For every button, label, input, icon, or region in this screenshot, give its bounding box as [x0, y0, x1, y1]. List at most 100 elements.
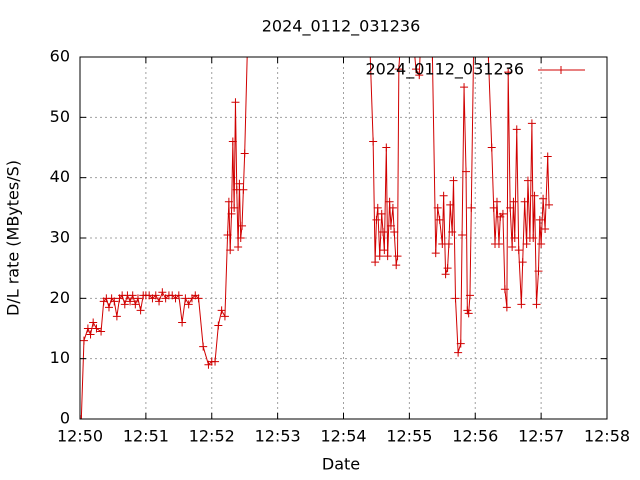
data-point	[494, 240, 503, 249]
data-point	[467, 203, 476, 212]
data-point	[439, 191, 448, 200]
data-point	[441, 270, 450, 279]
data-point	[489, 203, 498, 212]
data-point	[393, 252, 402, 261]
data-point	[97, 327, 106, 336]
data-point	[534, 267, 543, 276]
data-point	[240, 149, 249, 158]
data-point	[136, 306, 145, 315]
x-tick-label: 12:58	[584, 427, 630, 446]
data-point	[236, 234, 245, 242]
data-point	[435, 215, 444, 224]
data-point	[214, 321, 223, 330]
data-point	[458, 230, 467, 239]
data-point	[504, 68, 513, 77]
data-point	[104, 303, 113, 312]
data-point	[133, 294, 142, 303]
x-tick-label: 12:54	[320, 427, 366, 446]
data-point	[86, 330, 95, 339]
data-point	[184, 300, 193, 309]
data-point	[235, 179, 244, 188]
data-point	[506, 203, 515, 212]
x-tick-label: 12:52	[189, 427, 235, 446]
y-tick-label: 0	[60, 409, 70, 428]
data-point	[194, 294, 203, 303]
data-point	[492, 197, 501, 206]
data-point	[369, 137, 378, 146]
data-point	[529, 234, 538, 242]
y-tick-label: 60	[50, 47, 70, 66]
data-point	[217, 306, 226, 315]
data-point	[433, 203, 442, 212]
data-point	[377, 209, 386, 218]
data-point	[366, 41, 374, 49]
data-point	[380, 246, 389, 255]
data-point	[220, 312, 229, 321]
data-point	[383, 252, 392, 261]
x-tick-label: 12:53	[255, 427, 301, 446]
data-point	[478, 0, 486, 1]
data-point	[446, 200, 455, 209]
data-point	[390, 227, 399, 236]
x-axis-label: Date	[322, 455, 360, 474]
data-point	[131, 300, 140, 309]
data-point	[443, 264, 452, 273]
data-point	[230, 203, 239, 212]
data-point	[83, 324, 92, 333]
data-point	[375, 252, 384, 261]
data-point	[228, 137, 237, 146]
data-point	[530, 191, 539, 200]
data-point	[382, 143, 391, 152]
data-point	[520, 197, 529, 206]
data-point	[512, 125, 521, 134]
data-point	[498, 209, 507, 218]
data-point	[392, 261, 401, 270]
data-point	[415, 71, 424, 80]
data-point	[510, 234, 519, 242]
y-tick-label: 40	[50, 167, 70, 186]
data-point	[539, 194, 548, 203]
chart-title: 2024_0112_031236	[262, 17, 421, 37]
data-point	[448, 227, 457, 236]
x-tick-label: 12:51	[123, 427, 169, 446]
data-point	[484, 57, 493, 61]
data-point	[238, 221, 247, 230]
y-tick-label: 50	[50, 107, 70, 126]
data-point	[386, 221, 395, 230]
x-tick-label: 12:55	[386, 427, 432, 446]
data-point	[522, 240, 531, 249]
data-point	[444, 240, 453, 249]
data-point	[385, 197, 394, 206]
data-point	[243, 47, 251, 55]
data-point	[518, 258, 527, 267]
data-point	[508, 243, 517, 252]
data-point	[234, 243, 243, 252]
data-point	[231, 98, 240, 107]
y-axis-label: D/L rate (MBytes/S)	[4, 160, 23, 316]
data-point	[465, 291, 474, 300]
x-tick-label: 12:57	[518, 427, 564, 446]
data-point	[371, 258, 380, 267]
data-point	[223, 230, 232, 239]
x-tick-label: 12:56	[452, 427, 498, 446]
data-point	[523, 176, 532, 185]
y-tick-label: 10	[50, 348, 70, 367]
data-point	[174, 291, 183, 300]
data-point	[379, 227, 388, 236]
data-point	[451, 294, 460, 303]
data-point	[89, 318, 98, 327]
data-point	[537, 240, 546, 249]
data-point	[226, 246, 235, 255]
data-point	[464, 309, 473, 318]
data-point	[211, 357, 220, 366]
data-point	[120, 300, 129, 309]
legend-label: 2024_0112_031236	[365, 60, 524, 80]
data-point	[487, 143, 496, 152]
data-point	[227, 209, 236, 218]
data-point	[470, 23, 478, 31]
data-point	[541, 224, 550, 233]
data-point	[500, 285, 509, 294]
data-point	[388, 203, 397, 212]
data-point	[92, 324, 101, 333]
